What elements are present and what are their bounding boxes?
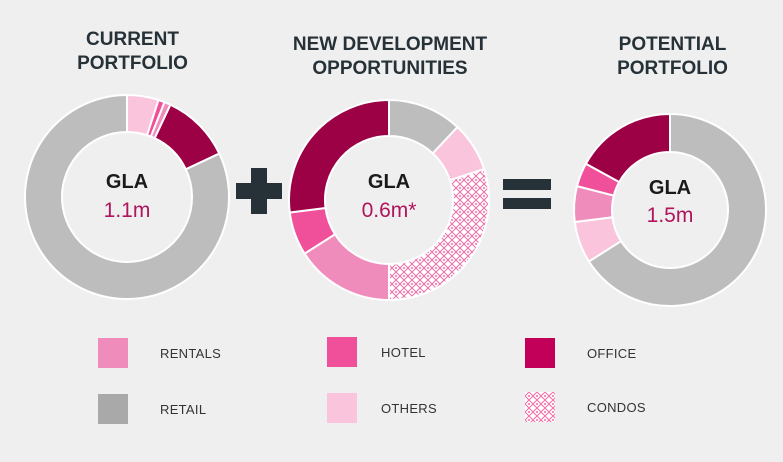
legend-label-retail: RETAIL	[160, 401, 207, 417]
potential-center-value: 1.5m	[647, 204, 694, 227]
legend-label-condos: CONDOS	[587, 399, 646, 415]
donut-2-slice-office	[584, 112, 671, 184]
title-new-development: NEW DEVELOPMENT OPPORTUNITIES	[292, 34, 488, 79]
title-current-portfolio: CURRENT PORTFOLIO	[77, 29, 188, 74]
legend-item-retail: RETAIL	[98, 394, 206, 424]
new-dev-center-label: GLA	[368, 171, 410, 193]
hotel-swatch	[327, 337, 357, 367]
legend-label-others: OTHERS	[381, 400, 437, 416]
potential-center-label: GLA	[649, 177, 691, 199]
donut-2-slice-retail	[587, 112, 767, 307]
plus-icon	[236, 168, 282, 214]
legend-item-hotel: HOTEL	[327, 337, 426, 367]
office-swatch	[525, 338, 555, 368]
title-potential-portfolio: POTENTIAL PORTFOLIO	[617, 34, 728, 79]
rentals-swatch	[98, 338, 128, 368]
condos-swatch	[525, 392, 555, 422]
legend-label-rentals: RENTALS	[160, 345, 222, 361]
new-dev-center-value: 0.6m*	[362, 199, 417, 222]
legend-label-office: OFFICE	[587, 345, 637, 361]
donut-potential-portfolio	[573, 112, 767, 307]
donut-new-development	[288, 98, 490, 302]
donut-0-slice-retail	[24, 93, 230, 300]
current-center-value: 1.1m	[104, 199, 151, 222]
current-center-label: GLA	[106, 171, 148, 193]
donut-1-slice-office	[288, 98, 390, 214]
legend-label-hotel: HOTEL	[381, 344, 426, 360]
legend-item-office: OFFICE	[525, 338, 636, 368]
donut-current-portfolio	[24, 93, 230, 300]
legend-item-rentals: RENTALS	[98, 338, 221, 368]
legend-item-condos: CONDOS	[525, 392, 646, 422]
retail-swatch	[98, 394, 128, 424]
legend-item-others: OTHERS	[327, 393, 437, 423]
equals-icon	[503, 179, 551, 209]
others-swatch	[327, 393, 357, 423]
